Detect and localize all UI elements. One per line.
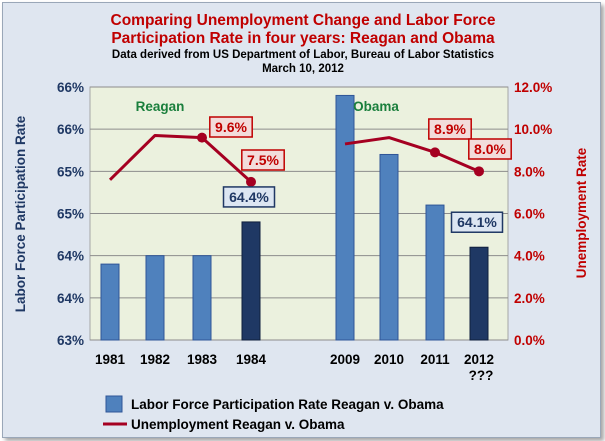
bar (425, 204, 445, 341)
left-axis-ticks: 63% 64% 64% 65% 65% 66% 66% (57, 80, 84, 348)
line-data-label-box (468, 138, 512, 160)
legend-line-label: Unemployment Reagan v. Obama (131, 417, 345, 432)
right-tick-label: 0.0% (514, 333, 545, 348)
right-tick-label: 10.0% (514, 122, 552, 137)
line-data-label: 8.9% (434, 121, 466, 137)
right-tick-label: 12.0% (514, 80, 552, 95)
line-marker (246, 176, 256, 187)
section-label: Reagan (136, 99, 185, 114)
line-data-label: 9.6% (215, 119, 247, 135)
right-tick-label: 8.0% (514, 164, 545, 179)
left-tick-label: 65% (57, 164, 84, 179)
x-tick-label: 2010 (374, 352, 404, 367)
line-data-label-box (241, 149, 285, 171)
bar-data-label-box (222, 186, 276, 208)
left-tick-label: 66% (57, 80, 84, 95)
line-segment (108, 133, 253, 183)
x-tick-label: 1981 (95, 352, 126, 367)
left-tick-label: 65% (57, 207, 84, 222)
left-tick-label: 64% (57, 291, 84, 306)
x-tick-label: 1982 (140, 352, 170, 367)
chart-subtitle-line-2: March 10, 2012 (262, 63, 344, 75)
left-axis-label: Labor Force Participation Rate (13, 115, 28, 312)
x-tick-label: 2011 (420, 352, 450, 367)
chart-title-line-1: Comparing Unemployment Change and Labor … (111, 12, 496, 29)
right-axis-ticks: 0.0% 2.0% 4.0% 6.0% 8.0% 10.0% 12.0% (514, 80, 552, 348)
line-data-label-box (209, 116, 253, 138)
x-tick-label: 2009 (330, 352, 360, 367)
line-marker (197, 132, 207, 143)
bar-series (100, 94, 489, 341)
line-data-label: 7.5% (247, 152, 279, 168)
left-tick-label: 64% (57, 249, 84, 264)
line-segment (344, 136, 480, 173)
data-labels: 9.6% 7.5% 8.9% 8.0% 64.4% 64.1% (209, 116, 512, 233)
bar (192, 255, 212, 341)
chart-subtitle-line-1: Data derived from US Department of Labor… (112, 49, 494, 61)
line-data-label-box (428, 118, 472, 140)
x-axis-ticks: 1981 1982 1983 1984 2009 2010 2011 2012??? (95, 352, 494, 383)
right-tick-label: 6.0% (514, 207, 545, 222)
line-marker (474, 166, 484, 177)
x-tick-label: 2012 (464, 352, 494, 367)
bar (379, 153, 399, 341)
bar (145, 255, 165, 341)
bar (335, 94, 355, 341)
line-series (108, 132, 484, 187)
x-tick-sublabel: ??? (469, 368, 494, 383)
x-tick-label: 1984 (236, 352, 267, 367)
section-label: Obama (353, 99, 399, 114)
chart-frame: Comparing Unemployment Change and Labor … (2, 2, 601, 438)
right-tick-label: 4.0% (514, 249, 545, 264)
bar (241, 221, 261, 341)
line-data-label: 8.0% (474, 141, 506, 157)
left-tick-label: 63% (57, 333, 84, 348)
line-marker (430, 147, 440, 158)
legend-bar-swatch (105, 395, 123, 413)
section-labels: Reagan Obama (136, 99, 400, 114)
right-axis-label: Unemployment Rate (574, 147, 589, 278)
right-tick-label: 2.0% (514, 291, 545, 306)
chart-title-line-2: Participation Rate in four years: Reagan… (111, 30, 495, 47)
legend-bar-label: Labor Force Participation Rate Reagan v.… (131, 397, 444, 412)
bar-data-label-box (450, 211, 504, 233)
bar (469, 246, 489, 341)
bar-data-label: 64.4% (229, 189, 269, 205)
left-tick-label: 66% (57, 122, 84, 137)
legend: Labor Force Participation Rate Reagan v.… (103, 395, 444, 432)
bar (100, 263, 120, 341)
bar-data-label: 64.1% (457, 214, 497, 230)
x-tick-label: 1983 (187, 352, 218, 367)
chart-svg: Comparing Unemployment Change and Labor … (13, 12, 589, 432)
